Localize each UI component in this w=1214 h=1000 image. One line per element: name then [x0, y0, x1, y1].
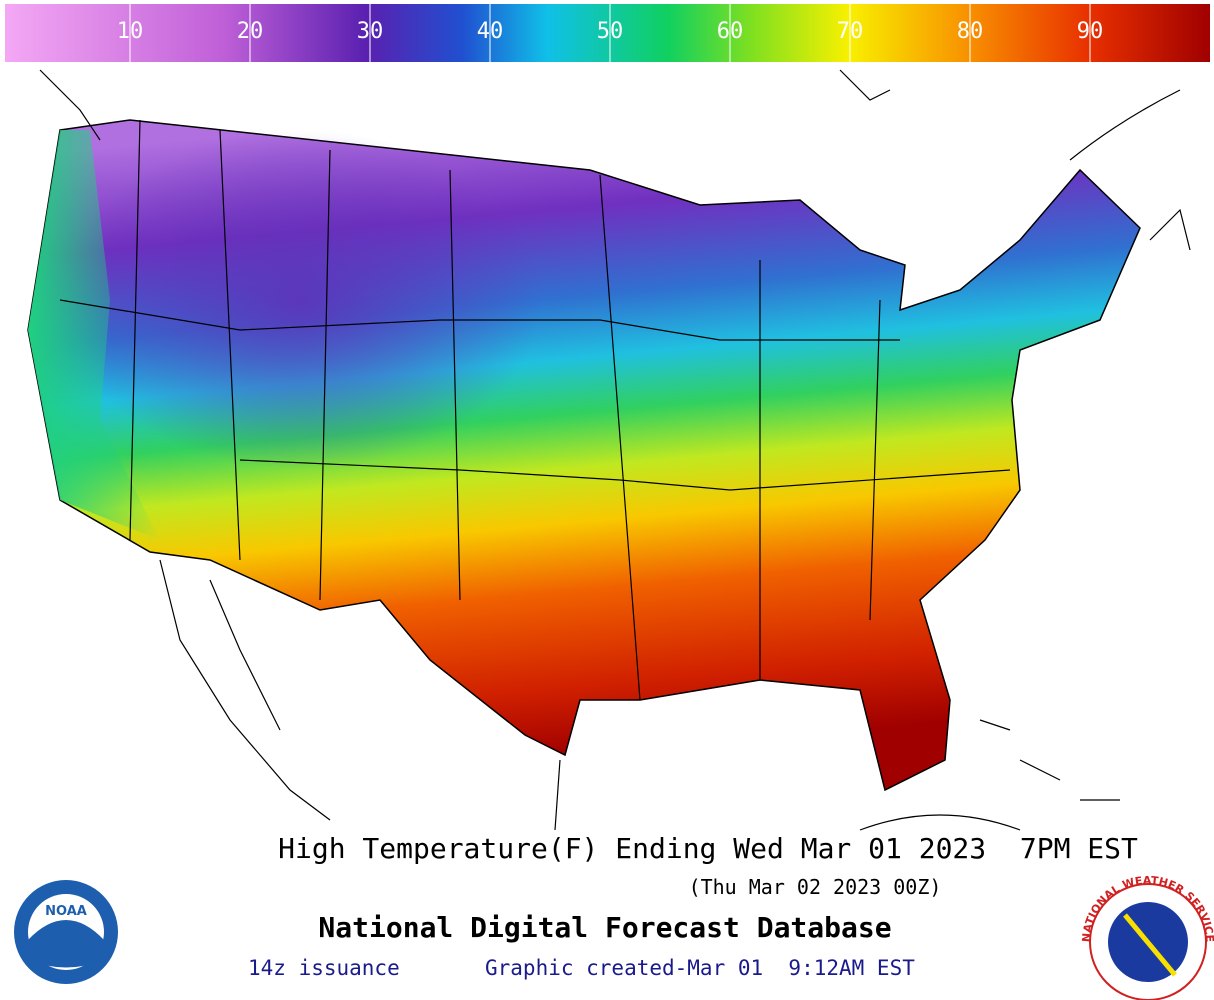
- issuance: 14z issuance: [248, 956, 400, 980]
- color-bar-label: 80: [957, 19, 984, 44]
- us-map: [27, 69, 1191, 831]
- color-bar-label: 60: [717, 19, 744, 44]
- color-bar-label: 30: [357, 19, 384, 44]
- color-bar-label: 70: [837, 19, 864, 44]
- database-name: National Digital Forecast Database: [318, 911, 891, 944]
- map-subtitle: (Thu Mar 02 2023 00Z): [689, 875, 942, 899]
- color-bar-label: 10: [117, 19, 144, 44]
- color-bar-ticks: 10 20 30 40 50 60 70 80 90: [117, 4, 1104, 62]
- noaa-label: NOAA: [45, 904, 87, 919]
- color-bar-label: 40: [477, 19, 504, 44]
- color-bar-label: 20: [237, 19, 264, 44]
- created-time: Graphic created-Mar 01 9:12AM EST: [485, 956, 915, 980]
- map-title: High Temperature(F) Ending Wed Mar 01 20…: [278, 832, 1138, 865]
- noaa-logo: NOAA: [14, 880, 118, 984]
- color-bar: [5, 4, 1210, 62]
- color-bar-label: 90: [1077, 19, 1104, 44]
- nws-logo: NATIONAL WEATHER SERVICE: [1080, 874, 1214, 1000]
- color-bar-label: 50: [597, 19, 624, 44]
